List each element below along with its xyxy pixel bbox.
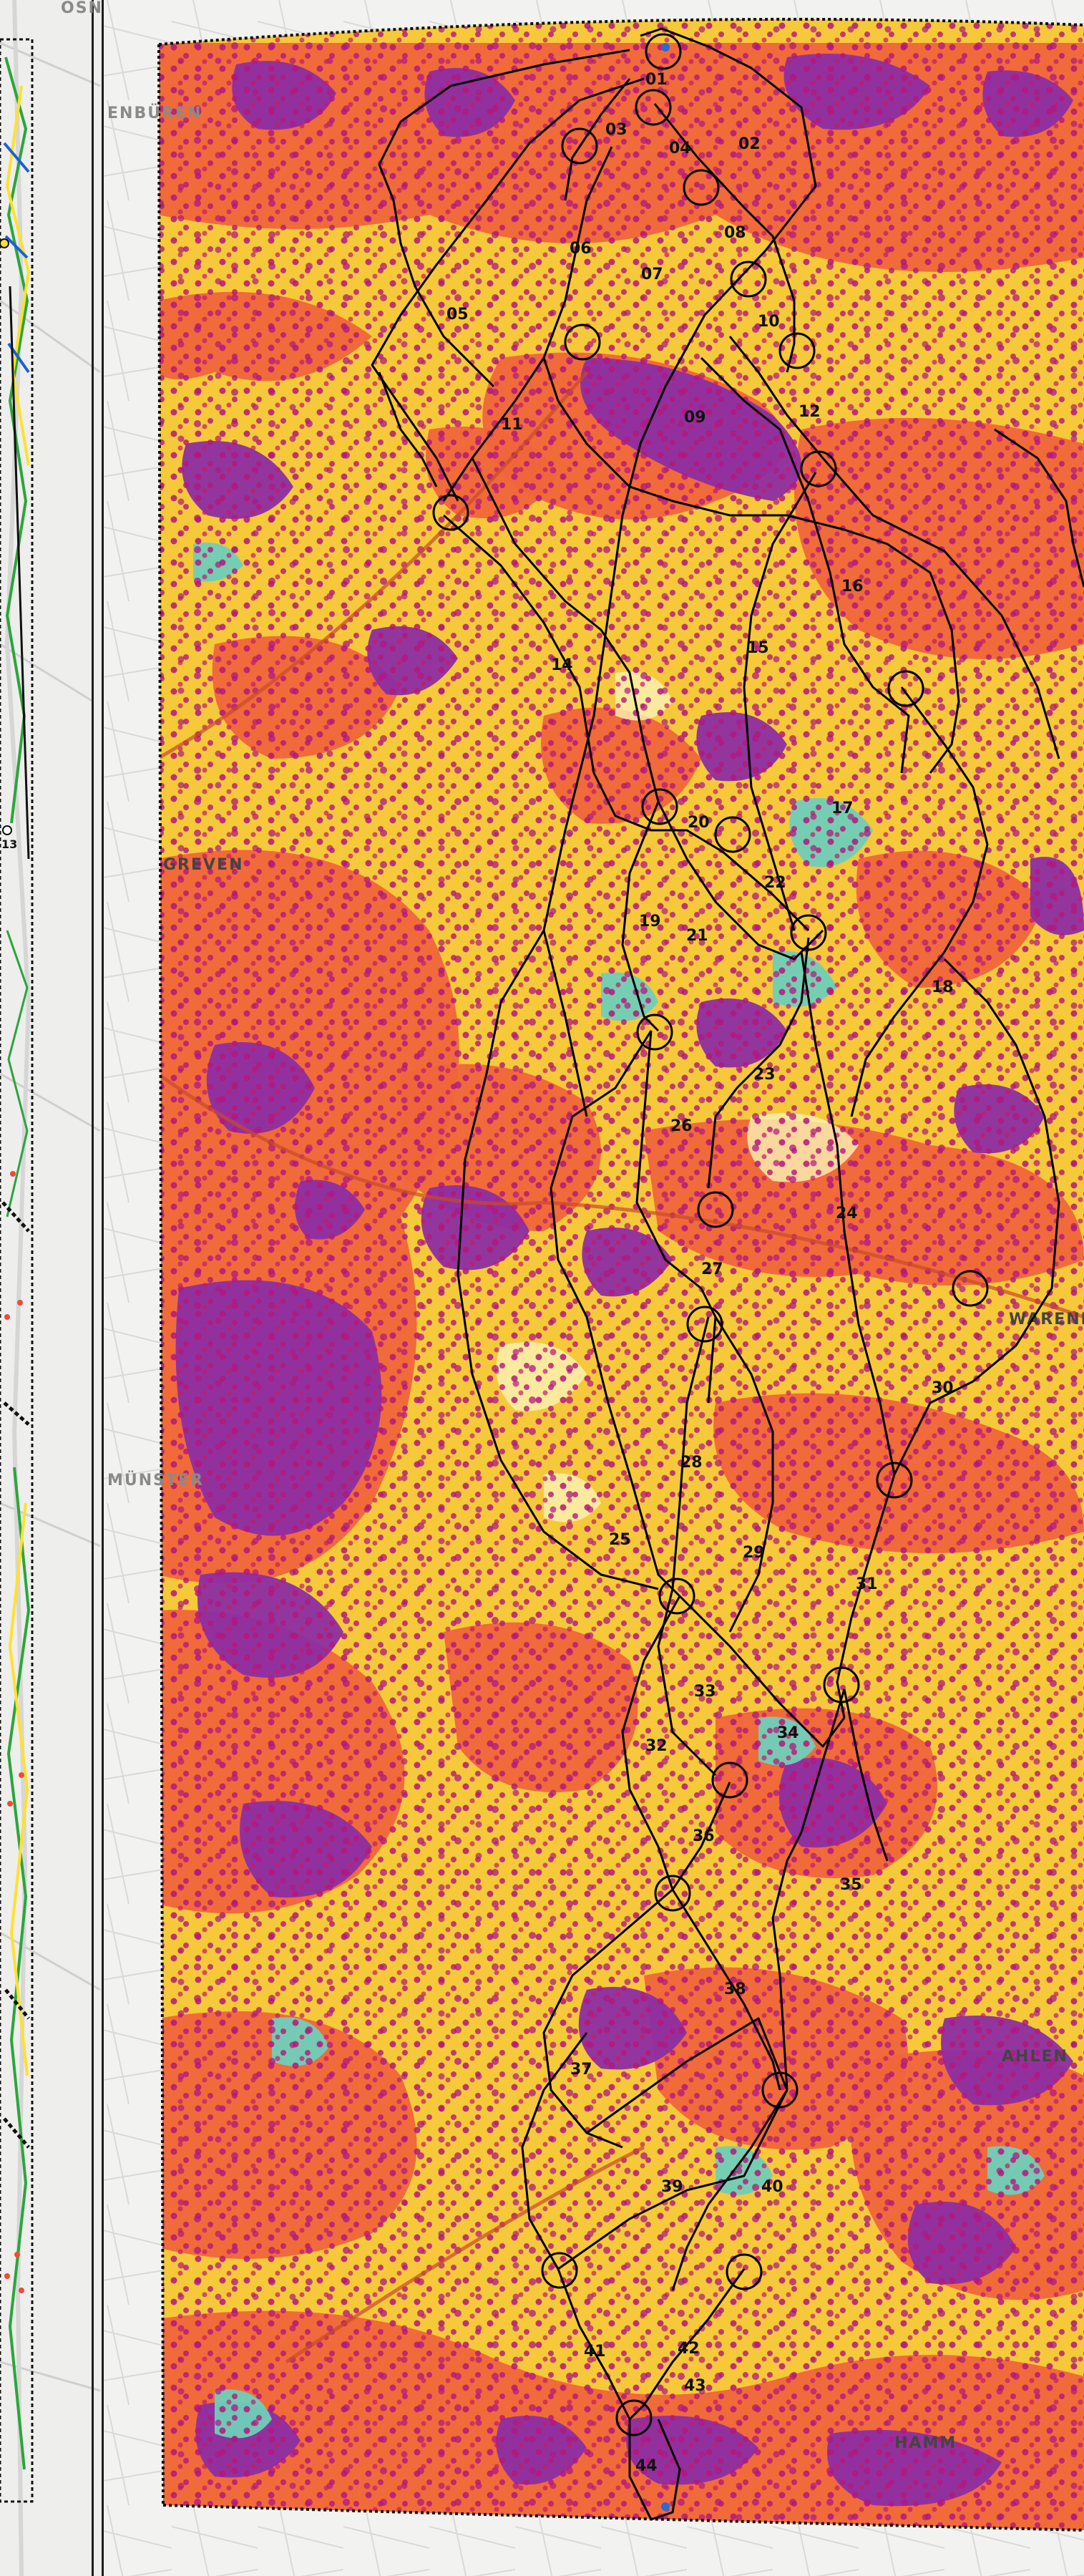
segment-label: 37: [570, 2061, 592, 2079]
segment-label: 30: [932, 1379, 954, 1397]
segment-label: 01: [645, 71, 668, 89]
end-point-icon: [661, 2502, 670, 2511]
segment-label: 43: [684, 2377, 706, 2395]
segment-label: 44: [635, 2457, 658, 2475]
place-label: OSN: [61, 0, 103, 17]
segment-label: 08: [724, 224, 746, 242]
segment-label: 21: [686, 927, 708, 945]
segment-label: 18: [932, 978, 954, 996]
route-nodes: [432, 33, 989, 2436]
segment-label: 10: [758, 313, 780, 331]
segment-label: 16: [841, 578, 864, 596]
route-corridors: [371, 27, 1084, 2521]
segment-label: 31: [856, 1575, 878, 1593]
place-label: HAMM: [894, 2434, 957, 2452]
segment-label: 02: [738, 135, 761, 153]
study-area-boundary: [157, 17, 1084, 2532]
segment-label: 03: [605, 121, 628, 139]
segment-label: 07: [641, 266, 663, 283]
segment-label: 33: [694, 1683, 716, 1701]
segment-label: 27: [701, 1260, 723, 1278]
segment-label: 19: [639, 913, 661, 930]
segment-label: 04: [669, 140, 691, 157]
segment-label: 39: [661, 2178, 683, 2196]
segment-label: 42: [678, 2340, 700, 2358]
segment-label: 36: [693, 1827, 715, 1845]
overview-strip: 13: [0, 0, 102, 2576]
segment-label: 20: [688, 814, 710, 832]
segment-label: 23: [753, 1066, 776, 1084]
segment-label: 34: [777, 1724, 799, 1742]
segment-label: 38: [724, 1980, 746, 1998]
segment-label: 17: [831, 799, 854, 817]
segment-label: 24: [836, 1205, 858, 1223]
segment-label: 40: [761, 2178, 783, 2196]
segment-labels: 01 02 03 04 05 06 07 08 09 10 11 12 16 1…: [446, 71, 954, 2475]
segment-label: 28: [680, 1454, 703, 1472]
svg-text:13: 13: [1, 837, 17, 851]
segment-label: 26: [670, 1117, 693, 1135]
divider-line: [92, 0, 94, 2576]
place-label: ENBÜREN: [107, 104, 202, 122]
segment-label: 25: [609, 1531, 631, 1549]
start-point-icon: [661, 43, 670, 52]
segment-label: 06: [570, 240, 592, 258]
heat-layer: [159, 19, 1084, 2531]
segment-label: 12: [799, 403, 821, 421]
segment-label: 11: [501, 416, 523, 434]
segment-label: 35: [840, 1876, 862, 1894]
overview-strip-graphic: 13: [0, 0, 102, 2576]
segment-label: 29: [743, 1544, 765, 1562]
segment-label: 09: [684, 409, 706, 427]
place-label: AHLEN: [1002, 2048, 1068, 2066]
segment-label: 41: [584, 2343, 606, 2361]
segment-label: 15: [747, 639, 769, 657]
place-label: WARENDORF: [1009, 1311, 1084, 1328]
place-label: MÜNSTER: [107, 1471, 204, 1489]
divider-line-2: [102, 0, 104, 2576]
segment-label: 14: [551, 656, 573, 674]
place-label: GREVEN: [163, 856, 244, 874]
segment-label: 22: [764, 874, 786, 892]
segment-label: 05: [446, 306, 469, 324]
segment-label: 32: [645, 1737, 668, 1755]
